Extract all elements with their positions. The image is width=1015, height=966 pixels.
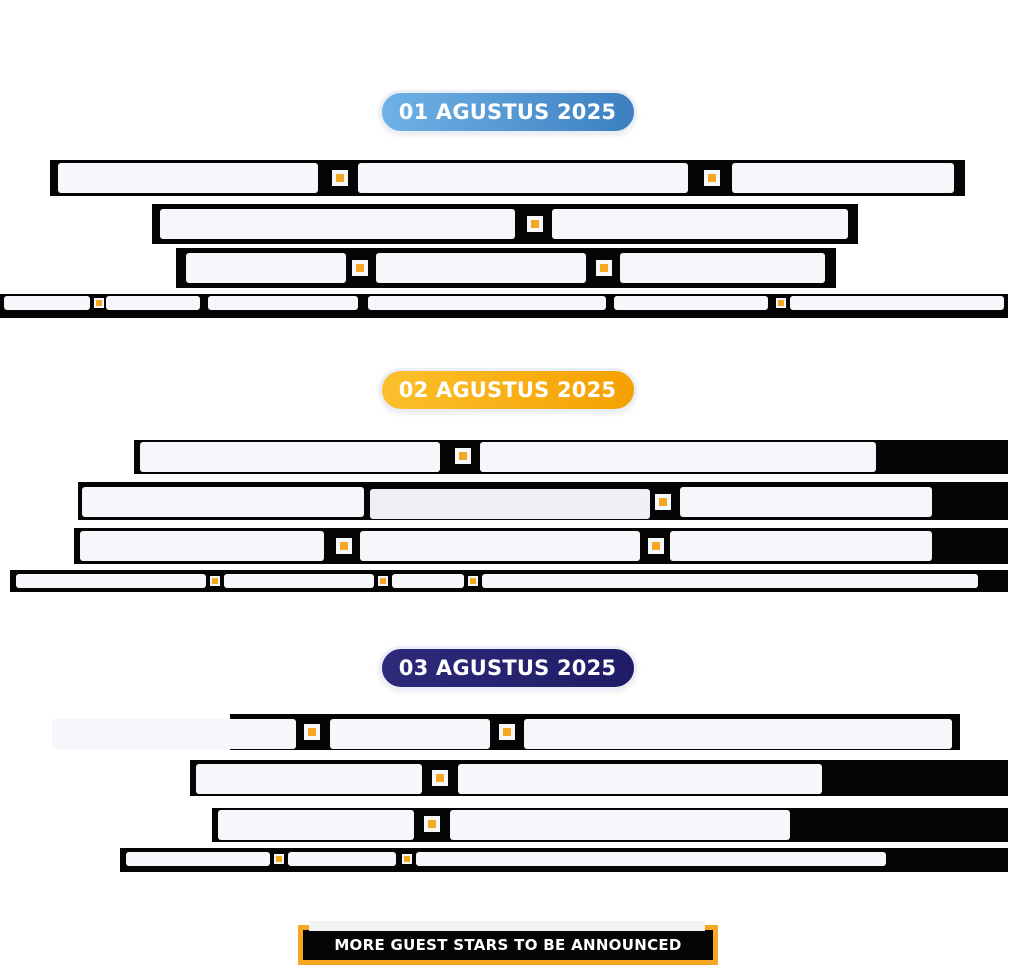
lineup-row: [0, 710, 1015, 754]
separator-dot: [776, 298, 786, 308]
artist-name-blurred: [680, 487, 932, 517]
artist-name-blurred: [58, 163, 318, 193]
lineup-row: [0, 756, 1015, 800]
artist-name-blurred: [358, 163, 688, 193]
artist-name-blurred: [330, 719, 490, 749]
separator-dot: [304, 724, 320, 740]
artist-name-blurred: [196, 764, 422, 794]
separator-dot: [527, 216, 543, 232]
artist-name-blurred: [82, 487, 364, 517]
lineup-row: [0, 156, 1015, 200]
artist-name-blurred: [392, 574, 464, 588]
separator-dot: [455, 448, 471, 464]
separator-dot: [94, 298, 104, 308]
artist-name-blurred: [360, 531, 640, 561]
separator-dot: [274, 854, 284, 864]
separator-dot: [352, 260, 368, 276]
artist-name-blurred: [52, 719, 296, 749]
artist-name-blurred: [480, 442, 876, 472]
lineup-row: [0, 480, 1015, 524]
separator-dot: [499, 724, 515, 740]
artist-name-blurred: [16, 574, 206, 588]
artist-name-blurred: [160, 209, 515, 239]
separator-dot: [648, 538, 664, 554]
artist-name-blurred: [482, 574, 978, 588]
artist-name-blurred: [368, 296, 606, 310]
lineup-row: [0, 524, 1015, 568]
separator-dot: [704, 170, 720, 186]
artist-name-blurred: [614, 296, 768, 310]
artist-name-blurred: [790, 296, 1004, 310]
separator-dot: [336, 538, 352, 554]
separator-dot: [402, 854, 412, 864]
artist-name-blurred: [4, 296, 90, 310]
separator-dot: [378, 576, 388, 586]
date-badge-day-2: 02 AGUSTUS 2025: [378, 368, 637, 412]
lineup-row: [0, 246, 1015, 290]
artist-name-blurred: [106, 296, 200, 310]
separator-dot: [468, 576, 478, 586]
artist-name-blurred: [376, 253, 586, 283]
more-guest-stars-button[interactable]: MORE GUEST STARS TO BE ANNOUNCED: [298, 921, 718, 965]
lineup-row: [0, 202, 1015, 246]
artist-name-blurred: [620, 253, 825, 283]
artist-name-blurred: [370, 489, 650, 519]
lineup-row-small: [0, 846, 1015, 874]
separator-dot: [432, 770, 448, 786]
artist-name-blurred: [140, 442, 440, 472]
artist-name-blurred: [552, 209, 848, 239]
artist-name-blurred: [126, 852, 270, 866]
artist-name-blurred: [208, 296, 358, 310]
artist-name-blurred: [458, 764, 822, 794]
lineup-row-small: [0, 568, 1015, 596]
separator-dot: [655, 494, 671, 510]
separator-dot: [424, 816, 440, 832]
date-badge-day-1: 01 AGUSTUS 2025: [378, 90, 637, 134]
artist-name-blurred: [186, 253, 346, 283]
lineup-row: [0, 434, 1015, 478]
artist-name-blurred: [218, 810, 414, 840]
date-badge-day-3: 03 AGUSTUS 2025: [378, 646, 637, 690]
more-guest-stars-label: MORE GUEST STARS TO BE ANNOUNCED: [334, 936, 682, 954]
artist-name-blurred: [732, 163, 954, 193]
lineup-row-small: [0, 290, 1015, 320]
artist-name-blurred: [288, 852, 396, 866]
artist-name-blurred: [80, 531, 324, 561]
artist-name-blurred: [670, 531, 932, 561]
artist-name-blurred: [224, 574, 374, 588]
separator-dot: [596, 260, 612, 276]
lineup-row: [0, 802, 1015, 846]
separator-dot: [332, 170, 348, 186]
artist-name-blurred: [450, 810, 790, 840]
button-highlight: [309, 921, 705, 931]
artist-name-blurred: [416, 852, 886, 866]
separator-dot: [210, 576, 220, 586]
artist-name-blurred: [524, 719, 952, 749]
